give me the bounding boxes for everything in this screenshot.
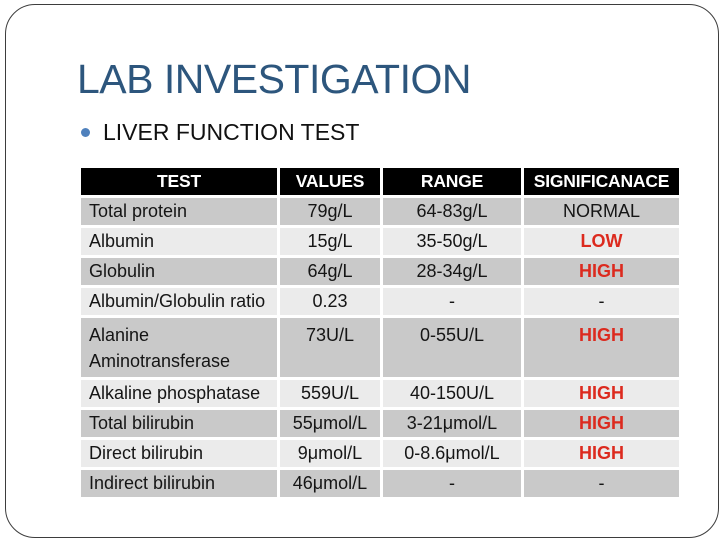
cell-significance: - xyxy=(524,470,679,497)
cell-significance: - xyxy=(524,288,679,315)
column-header-test: TEST xyxy=(81,168,277,195)
table-header-row: TEST VALUES RANGE SIGNIFICANACE xyxy=(81,168,679,195)
column-header-significance: SIGNIFICANACE xyxy=(524,168,679,195)
table-row: Globulin 64g/L 28-34g/L HIGH xyxy=(81,258,679,285)
table-row: Total bilirubin 55μmol/L 3-21μmol/L HIGH xyxy=(81,410,679,437)
cell-value: 64g/L xyxy=(280,258,380,285)
cell-range: 0-55U/L xyxy=(383,318,521,377)
cell-significance: HIGH xyxy=(524,380,679,407)
table-row: Albumin/Globulin ratio 0.23 - - xyxy=(81,288,679,315)
cell-value: 46μmol/L xyxy=(280,470,380,497)
cell-range: 40-150U/L xyxy=(383,380,521,407)
cell-test: Alanine Aminotransferase xyxy=(81,318,277,377)
cell-significance: HIGH xyxy=(524,440,679,467)
cell-range: - xyxy=(383,470,521,497)
table-row: Alanine Aminotransferase 73U/L 0-55U/L H… xyxy=(81,318,679,377)
bullet-dot-icon xyxy=(81,128,90,137)
cell-range: 28-34g/L xyxy=(383,258,521,285)
cell-significance: HIGH xyxy=(524,410,679,437)
cell-test: Albumin/Globulin ratio xyxy=(81,288,277,315)
cell-test: Total bilirubin xyxy=(81,410,277,437)
cell-test: Alkaline phosphatase xyxy=(81,380,277,407)
cell-significance: HIGH xyxy=(524,258,679,285)
cell-range: - xyxy=(383,288,521,315)
table-row: Indirect bilirubin 46μmol/L - - xyxy=(81,470,679,497)
cell-significance: LOW xyxy=(524,228,679,255)
bullet-item: LIVER FUNCTION TEST xyxy=(81,119,359,146)
column-header-values: VALUES xyxy=(280,168,380,195)
table-row: Direct bilirubin 9μmol/L 0-8.6μmol/L HIG… xyxy=(81,440,679,467)
cell-significance: NORMAL xyxy=(524,198,679,225)
cell-value: 55μmol/L xyxy=(280,410,380,437)
bullet-item-label: LIVER FUNCTION TEST xyxy=(103,119,360,145)
cell-test: Total protein xyxy=(81,198,277,225)
cell-range: 3-21μmol/L xyxy=(383,410,521,437)
cell-range: 64-83g/L xyxy=(383,198,521,225)
cell-range: 35-50g/L xyxy=(383,228,521,255)
cell-value: 73U/L xyxy=(280,318,380,377)
cell-value: 79g/L xyxy=(280,198,380,225)
liver-function-table: TEST VALUES RANGE SIGNIFICANACE Total pr… xyxy=(78,165,682,500)
cell-value: 0.23 xyxy=(280,288,380,315)
cell-value: 559U/L xyxy=(280,380,380,407)
cell-test: Indirect bilirubin xyxy=(81,470,277,497)
cell-range: 0-8.6μmol/L xyxy=(383,440,521,467)
page-title: LAB INVESTIGATION xyxy=(77,56,472,102)
cell-value: 15g/L xyxy=(280,228,380,255)
table-row: Total protein 79g/L 64-83g/L NORMAL xyxy=(81,198,679,225)
cell-significance: HIGH xyxy=(524,318,679,377)
table-row: Albumin 15g/L 35-50g/L LOW xyxy=(81,228,679,255)
cell-test: Globulin xyxy=(81,258,277,285)
cell-test: Albumin xyxy=(81,228,277,255)
table-row: Alkaline phosphatase 559U/L 40-150U/L HI… xyxy=(81,380,679,407)
cell-test: Direct bilirubin xyxy=(81,440,277,467)
cell-value: 9μmol/L xyxy=(280,440,380,467)
column-header-range: RANGE xyxy=(383,168,521,195)
